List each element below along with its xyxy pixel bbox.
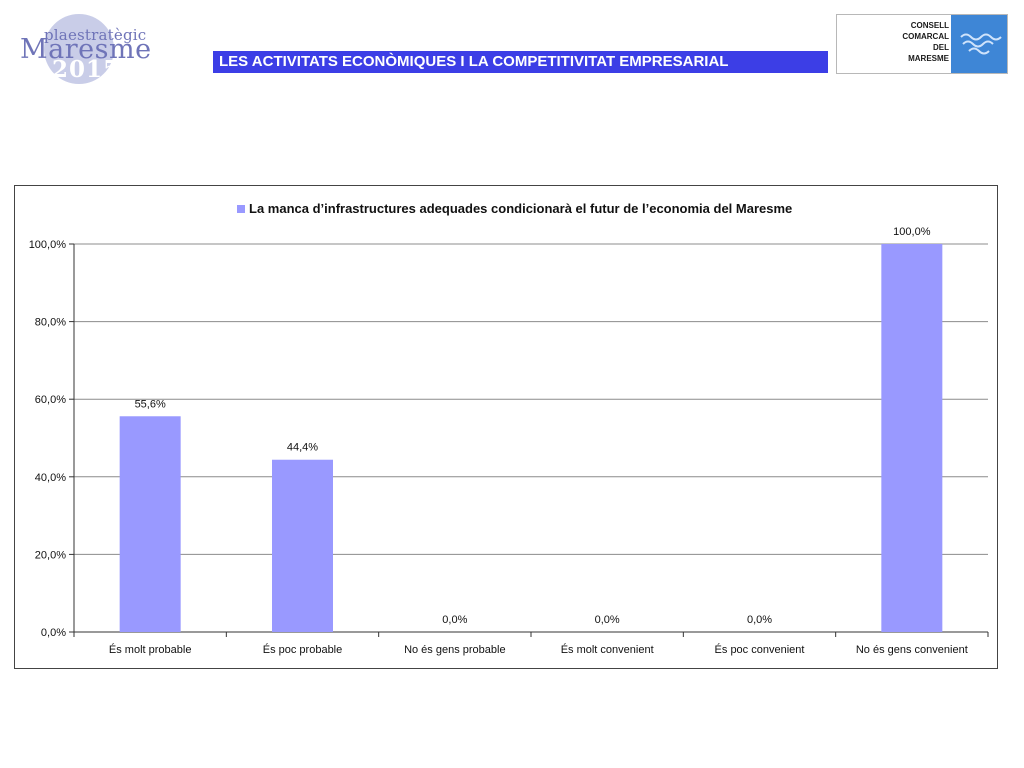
x-tick-label: És molt probable xyxy=(109,643,192,656)
y-tick-label: 60,0% xyxy=(35,394,66,406)
bar xyxy=(881,244,943,632)
y-tick-label: 20,0% xyxy=(35,549,66,561)
consell-line-1: CONSELL xyxy=(910,21,949,30)
consell-line-2: COMARCAL xyxy=(902,32,949,41)
logo-text-maresme: Maresme xyxy=(20,34,152,65)
legend-label: La manca d’infrastructures adequades con… xyxy=(249,201,792,216)
page-title-banner: LES ACTIVITATS ECONÒMIQUES I LA COMPETIT… xyxy=(213,51,828,73)
consell-logo-text: CONSELL COMARCAL DEL MARESME xyxy=(837,20,949,64)
logo-text-year: 2015 xyxy=(52,56,121,83)
data-label: 44,4% xyxy=(287,442,318,454)
data-label: 100,0% xyxy=(893,226,931,238)
x-tick-label: No és gens probable xyxy=(404,644,506,656)
y-tick-label: 40,0% xyxy=(35,472,66,484)
y-tick-label: 0,0% xyxy=(41,627,66,639)
bar xyxy=(272,459,333,632)
plaestrategic-logo: plaestratègic Maresme 2015 xyxy=(14,10,154,90)
x-tick-label: És poc probable xyxy=(263,643,343,656)
consell-comarcal-logo: CONSELL COMARCAL DEL MARESME xyxy=(836,14,1008,74)
legend-swatch xyxy=(237,205,245,213)
consell-line-3: DEL xyxy=(933,43,949,52)
x-tick-label: És poc convenient xyxy=(715,643,805,656)
data-label: 0,0% xyxy=(747,614,772,626)
logo-circle xyxy=(44,14,114,84)
x-tick-label: És molt convenient xyxy=(561,643,654,656)
bar xyxy=(119,416,181,632)
bar-chart: La manca d’infrastructures adequades con… xyxy=(29,201,989,656)
data-label: 55,6% xyxy=(135,398,166,410)
y-tick-label: 80,0% xyxy=(35,317,66,329)
data-label: 0,0% xyxy=(595,614,620,626)
x-tick-label: No és gens convenient xyxy=(856,644,968,656)
y-tick-label: 100,0% xyxy=(29,239,67,251)
data-label: 0,0% xyxy=(442,614,467,626)
consell-line-4: MARESME xyxy=(908,54,949,63)
logo-text-pla: plaestratègic xyxy=(44,26,147,44)
chart-frame: La manca d’infrastructures adequades con… xyxy=(14,185,998,669)
waves-emblem-icon xyxy=(951,15,1007,73)
